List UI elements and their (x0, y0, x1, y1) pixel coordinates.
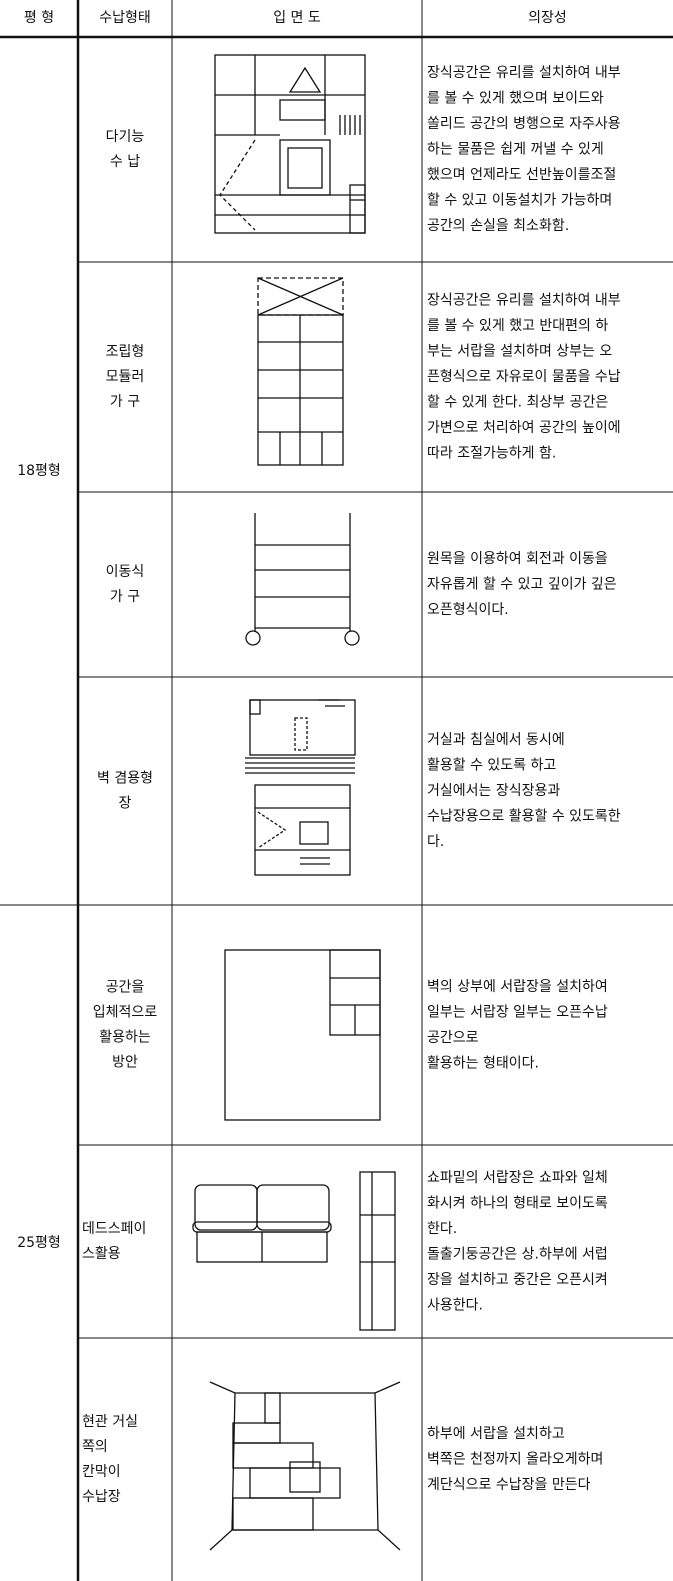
description-text: 할 수 있고 이동설치가 가능하며 (427, 193, 612, 209)
description-text: 따라 조절가능하게 함. (427, 446, 556, 462)
description-text: 사용한다. (427, 1297, 483, 1313)
group-label: 18평형 (17, 463, 61, 479)
description-text: 했으며 언제라도 선반높이를조절 (427, 167, 616, 183)
description-text: 활용할 수 있도록 하고 (427, 758, 556, 774)
description-text: 거실과 침실에서 동시에 (427, 732, 565, 748)
form-text: 데드스페이 (82, 1221, 146, 1237)
form-text: 가 구 (110, 394, 140, 410)
form-text: 장 (119, 796, 132, 812)
description-text: 하는 물품은 쉽게 꺼낼 수 있게 (427, 142, 604, 158)
description-text: 부는 서랍을 설치하며 상부는 오 (427, 344, 612, 360)
form-text: 입체적으로 (93, 1005, 158, 1021)
description-text: 장식공간은 유리를 설치하여 내부 (427, 293, 621, 309)
description-text: 자유롭게 할 수 있고 깊이가 깊은 (427, 577, 617, 593)
description-text: 활용하는 형태이다. (427, 1055, 539, 1071)
description-text: 화시켜 하나의 형태로 보이도록 (427, 1195, 608, 1211)
drawing-multi-storage (214, 54, 366, 234)
drawings (192, 54, 401, 1551)
description-text: 수납장용으로 활용할 수 있도록한 (427, 809, 621, 825)
drawing-3d-space (224, 949, 381, 1121)
drawing-dead-space (192, 1171, 396, 1331)
description-text: 벽쪽은 천정까지 올라오게하며 (427, 1452, 603, 1468)
description-text: 픈형식으로 자유로이 물품을 수납 (427, 369, 621, 385)
description-text: 가변으로 처리하여 공간의 높이에 (427, 420, 621, 436)
description-text: 쇼파밑의 서랍장은 쇼파와 일체 (427, 1170, 608, 1186)
drawing-wall-combo (245, 699, 356, 876)
description-text: 돌출기둥공간은 상.하부에 서럽 (427, 1246, 608, 1262)
header-cell: 의장성 (528, 10, 567, 26)
form-text: 방안 (112, 1055, 138, 1071)
description-text: 공간으로 (427, 1030, 479, 1046)
header-cell: 평 형 (24, 10, 54, 26)
description-text: 원목을 이용하여 회전과 이동을 (427, 551, 608, 567)
description-text: 할 수 있게 한다. 최상부 공간은 (427, 395, 608, 411)
form-text: 현관 거실 (82, 1414, 138, 1430)
form-text: 조립형 (106, 344, 145, 360)
form-text: 스활용 (82, 1246, 121, 1262)
description-text: 하부에 서랍을 설치하고 (427, 1426, 565, 1442)
form-text: 수납장 (82, 1489, 121, 1505)
drawing-partition (209, 1381, 401, 1551)
description-text: 계단식으로 수납장을 만든다 (427, 1477, 591, 1493)
description-text: 다. (427, 834, 444, 850)
form-text: 모듈러 (106, 369, 145, 385)
description-text: 오픈형식이다. (427, 602, 509, 618)
description-text: 벽의 상부에 서랍장을 설치하여 (427, 979, 608, 995)
form-text: 쪽의 (82, 1439, 108, 1455)
description-text: 일부는 서랍장 일부는 오픈수납 (427, 1004, 608, 1020)
description-text: 를 볼 수 있게 했으며 보이드와 (427, 91, 604, 107)
form-text: 다기능 (106, 129, 145, 145)
form-text: 활용하는 (99, 1030, 151, 1046)
form-text: 가 구 (110, 589, 140, 605)
description-text: 공간의 손실을 최소화함. (427, 218, 569, 234)
description-text: 거실에서는 장식장용과 (427, 783, 560, 799)
header-cell: 수납형태 (99, 10, 151, 26)
description-text: 장을 설치하고 중간은 오픈시켜 (427, 1272, 608, 1288)
drawing-mobile (245, 513, 360, 646)
form-text: 벽 겸용형 (97, 771, 153, 787)
description-text: 한다. (427, 1221, 457, 1237)
description-text: 를 볼 수 있게 했고 반대편의 하 (427, 318, 608, 334)
drawing-modular (257, 277, 344, 466)
form-text: 이동식 (106, 564, 145, 580)
form-text: 칸막이 (82, 1464, 121, 1480)
group-label: 25평형 (17, 1235, 61, 1251)
description-text: 장식공간은 유리를 설치하여 내부 (427, 65, 621, 81)
description-text: 쏠리드 공간의 병행으로 자주사용 (427, 116, 621, 132)
form-text: 공간을 (106, 980, 145, 996)
header-cell: 입 면 도 (273, 10, 321, 26)
form-text: 수 납 (110, 154, 140, 170)
